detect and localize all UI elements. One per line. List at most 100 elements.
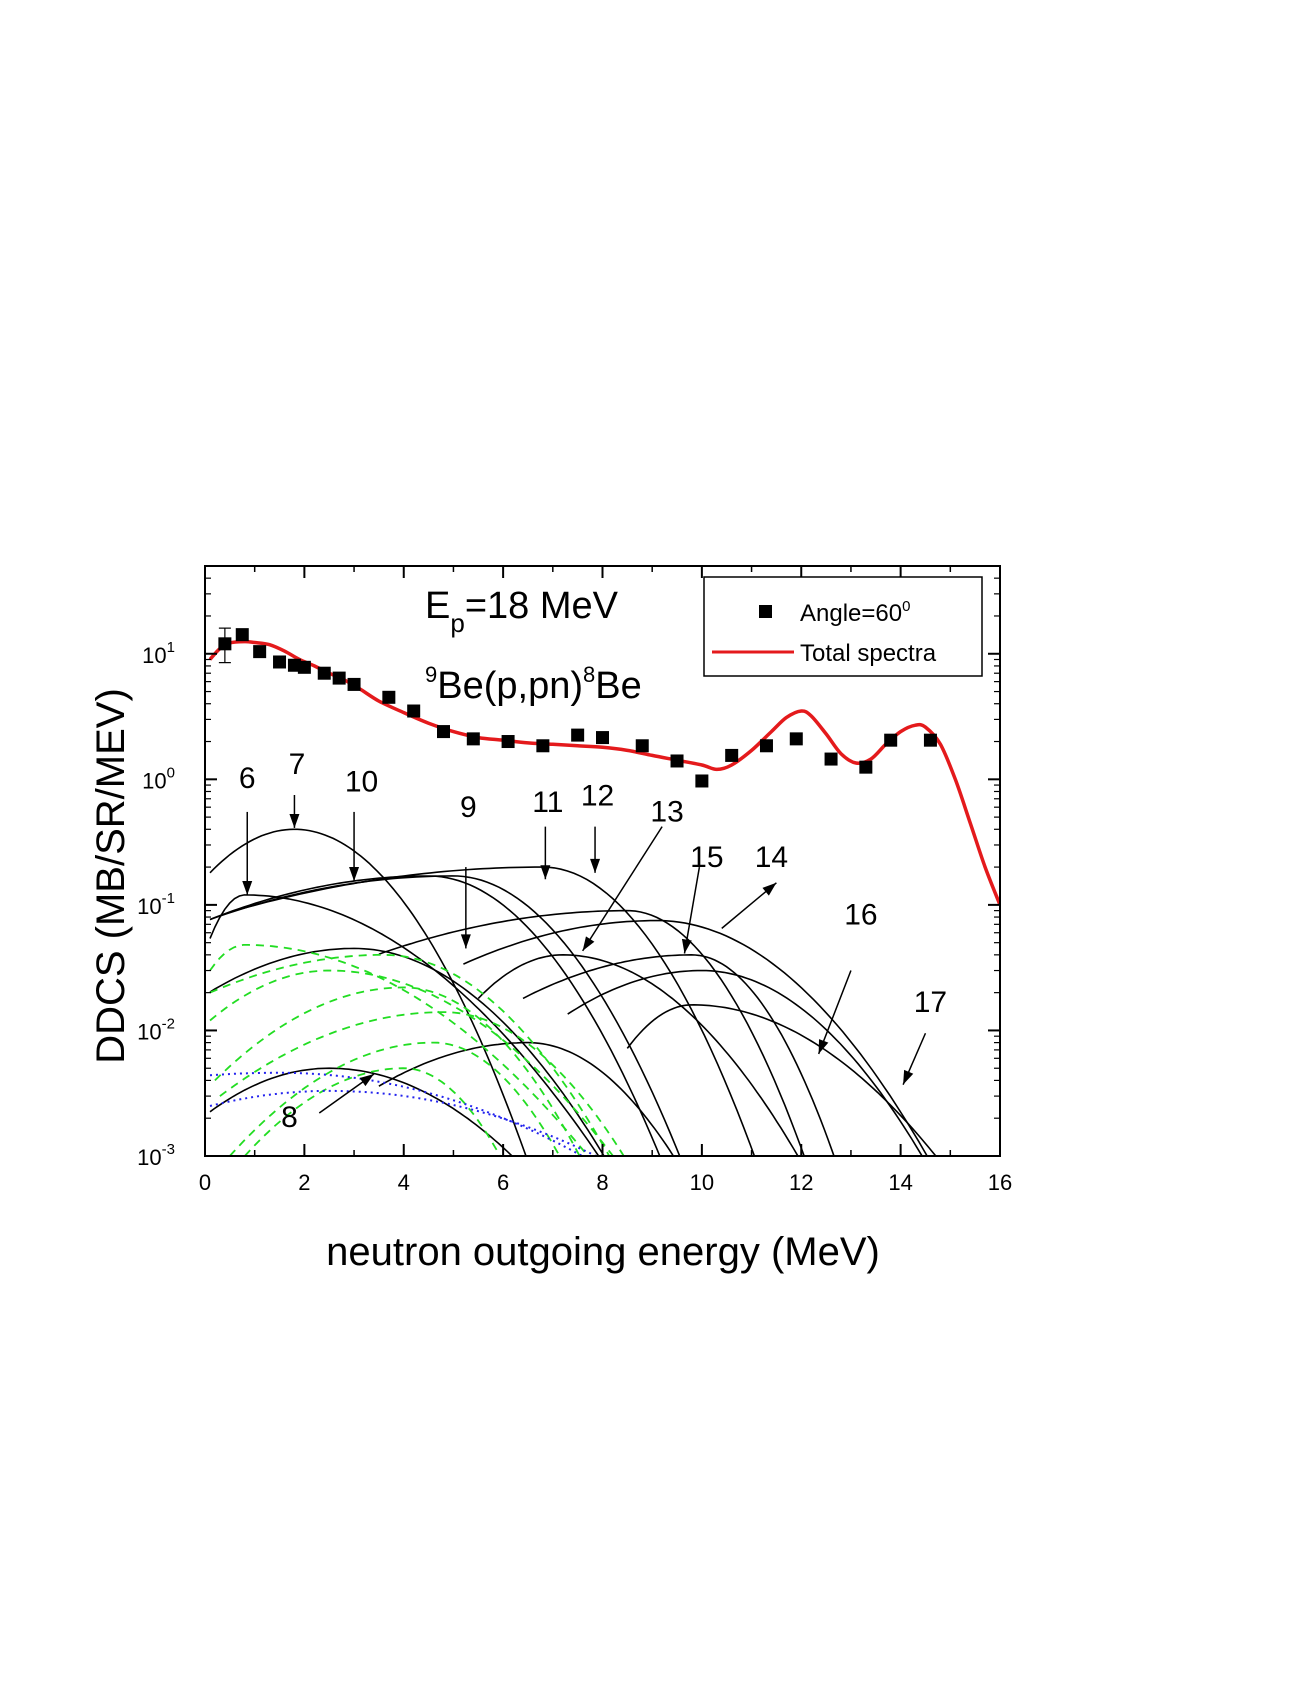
- arrow-15: [681, 866, 701, 954]
- experiment-point: [317, 666, 331, 680]
- experiment-series: [218, 627, 937, 788]
- component-curve-17: [626, 1003, 937, 1156]
- legend: Angle=600 Total spectra: [703, 576, 983, 677]
- component-curve-16: [567, 969, 924, 1156]
- y-axis-title: DDCS (MB/SR/MEV): [89, 688, 133, 1064]
- y-tick-label-base: 10: [142, 768, 166, 793]
- x-tick-label: 10: [690, 1170, 714, 1195]
- experiment-point: [884, 733, 898, 747]
- component-curve-7: [209, 828, 527, 1156]
- x-tick-label: 14: [888, 1170, 912, 1195]
- x-tick-label: 16: [988, 1170, 1012, 1195]
- x-tick-label: 6: [497, 1170, 509, 1195]
- curve-label-7: 7: [289, 748, 306, 781]
- x-axis-title: neutron outgoing energy (MeV): [326, 1230, 880, 1274]
- blue-dotted-curves: [209, 1071, 599, 1156]
- experiment-point: [501, 735, 515, 749]
- curve-label-9: 9: [460, 791, 477, 824]
- arrow-14: [721, 882, 777, 929]
- arrow-head: [590, 858, 601, 873]
- experiment-point: [759, 739, 773, 753]
- x-tick-label: 0: [199, 1170, 211, 1195]
- legend-marker-square: [759, 605, 772, 618]
- y-tick-label-exp: -2: [162, 1015, 175, 1032]
- component-curve-extra-12: [378, 1041, 675, 1156]
- annotation-reaction-main: Be(p,pn): [437, 665, 583, 707]
- arrow-9: [460, 867, 471, 949]
- green-dashed-curve: [214, 986, 581, 1156]
- component-curve-10: [209, 875, 661, 1156]
- experiment-point: [297, 660, 311, 674]
- experiment-point: [407, 704, 421, 718]
- y-tick-label: 10-1: [137, 890, 175, 919]
- green-dashed-curve: [209, 969, 615, 1156]
- experiment-point: [287, 658, 301, 672]
- y-tick-label-base: 10: [137, 894, 161, 919]
- y-tick-label-base: 10: [137, 1145, 161, 1170]
- arrow-head: [903, 1069, 914, 1085]
- experiment-point: [437, 725, 450, 739]
- y-tick-label-exp: 0: [167, 764, 175, 781]
- experiment-point: [725, 748, 739, 762]
- arrow-head: [582, 936, 595, 951]
- annotation-energy: Ep=18 MeV: [425, 585, 619, 638]
- curve-label-13: 13: [650, 796, 683, 829]
- y-tick-label: 10-2: [137, 1015, 175, 1044]
- legend-entry-angle-text: Angle=60: [800, 600, 902, 627]
- experiment-point: [571, 728, 585, 742]
- arrow-11: [540, 826, 551, 880]
- y-tick-label-base: 10: [137, 1019, 161, 1044]
- arrow-10: [349, 811, 360, 881]
- y-tick-label: 10-3: [137, 1141, 175, 1170]
- component-curve-13: [477, 953, 799, 1156]
- experiment-point: [536, 739, 550, 753]
- experiment-point: [273, 655, 287, 669]
- component-curves: [209, 828, 937, 1156]
- arrow-head: [242, 880, 253, 895]
- y-tick-label: 100: [142, 764, 175, 793]
- arrow-13: [581, 826, 663, 952]
- experiment-point: [218, 637, 232, 651]
- experiment-point: [253, 645, 267, 659]
- experiment-point: [670, 754, 684, 768]
- arrow-7: [289, 795, 300, 828]
- annotation-energy-main: E: [425, 585, 450, 627]
- arrow-head: [359, 1073, 374, 1087]
- green-dashed-curve: [209, 954, 611, 1156]
- arrow-12: [590, 826, 601, 873]
- y-tick-label-base: 10: [142, 643, 166, 668]
- blue-dotted-curve: [209, 1071, 585, 1156]
- experiment-point: [382, 690, 396, 704]
- arrow-shaft: [817, 970, 852, 1055]
- component-curve-14: [463, 919, 929, 1156]
- arrow-head: [762, 882, 777, 896]
- annotation-reaction-end: Be: [595, 665, 641, 707]
- experiment-point: [596, 731, 609, 745]
- legend-box: [703, 576, 983, 677]
- component-curve-9: [209, 947, 605, 1156]
- curve-label-8: 8: [281, 1101, 298, 1134]
- y-tick-label-exp: 1: [167, 639, 175, 656]
- y-tick-label-exp: -1: [162, 890, 175, 907]
- legend-entry-total: Total spectra: [800, 640, 937, 667]
- arrow-8: [318, 1073, 375, 1114]
- annotation-reaction: 9Be(p,pn)8Be: [425, 662, 642, 707]
- experiment-point: [824, 752, 838, 766]
- component-curve-12: [378, 909, 805, 1156]
- curve-label-6: 6: [239, 762, 256, 795]
- arrow-17: [902, 1032, 927, 1085]
- experiment-point: [235, 628, 249, 642]
- arrow-shaft: [683, 866, 701, 954]
- experiment-point: [695, 774, 709, 788]
- blue-dotted-curve: [209, 1089, 599, 1156]
- arrow-6: [242, 811, 253, 895]
- arrow-head: [540, 865, 551, 880]
- annotation-reaction-presup: 9: [425, 662, 437, 687]
- green-dashed-curve: [229, 1041, 561, 1156]
- experiment-point: [789, 732, 803, 746]
- label-arrows: [242, 795, 927, 1114]
- y-tick-label-exp: -3: [162, 1141, 175, 1158]
- arrow-head: [289, 813, 300, 828]
